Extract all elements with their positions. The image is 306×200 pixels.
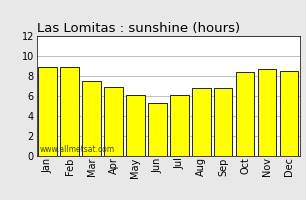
Bar <box>192 88 211 156</box>
Bar <box>214 88 233 156</box>
Bar <box>126 95 145 156</box>
Bar <box>280 71 298 156</box>
Text: Las Lomitas : sunshine (hours): Las Lomitas : sunshine (hours) <box>37 22 240 35</box>
Bar <box>82 81 101 156</box>
Bar <box>148 103 167 156</box>
Bar <box>170 95 188 156</box>
Text: www.allmetsat.com: www.allmetsat.com <box>39 145 114 154</box>
Bar <box>236 72 254 156</box>
Bar <box>258 69 276 156</box>
Bar <box>38 67 57 156</box>
Bar <box>104 87 123 156</box>
Bar <box>60 67 79 156</box>
